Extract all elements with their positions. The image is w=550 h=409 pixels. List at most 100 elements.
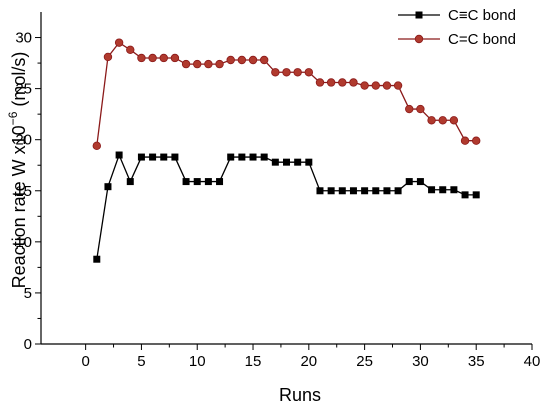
data-point: [126, 178, 134, 186]
x-tick-label: 10: [189, 353, 206, 370]
data-point: [93, 255, 101, 263]
data-point: [461, 191, 469, 199]
data-point: [103, 52, 113, 62]
data-point: [115, 151, 123, 159]
data-point: [326, 78, 336, 87]
data-point: [372, 187, 380, 195]
data-point: [416, 104, 425, 114]
data-point: [383, 187, 391, 195]
data-point: [237, 55, 247, 65]
data-point: [294, 158, 302, 166]
series-line: [96, 153, 477, 260]
data-point: [405, 104, 414, 114]
x-tick-label: 20: [300, 353, 317, 370]
data-point: [249, 153, 257, 161]
data-point: [472, 136, 481, 145]
y-tick-label: 15: [15, 183, 32, 200]
data-point: [360, 81, 369, 90]
data-point: [204, 178, 212, 186]
data-point: [315, 78, 325, 87]
x-tick-label: 15: [245, 353, 262, 370]
data-point: [405, 178, 413, 186]
legend-marker: [414, 34, 424, 44]
x-tick-label: 25: [356, 353, 373, 370]
data-point: [361, 187, 369, 195]
data-point: [216, 178, 224, 186]
data-point: [260, 153, 268, 161]
y-tick-label: 30: [15, 30, 32, 47]
x-tick-label: 0: [81, 353, 89, 370]
data-point: [104, 183, 112, 191]
y-tick-label: 25: [15, 81, 32, 98]
data-point: [305, 158, 313, 166]
data-point: [193, 178, 201, 186]
data-point: [193, 59, 202, 69]
legend-label: C≡C bond: [448, 7, 516, 24]
series-1: [93, 151, 480, 263]
data-point: [304, 68, 314, 77]
legend-item-1: C≡C bond: [398, 7, 516, 24]
data-point: [472, 191, 480, 199]
data-point: [238, 153, 246, 161]
data-point: [114, 38, 124, 47]
data-point: [450, 186, 458, 194]
data-point: [439, 186, 447, 194]
data-point: [160, 153, 168, 161]
data-point: [416, 178, 424, 186]
legend-item-2: C=C bond: [398, 31, 516, 48]
data-point: [259, 55, 269, 65]
y-tick-label: 0: [24, 336, 32, 353]
data-point: [349, 187, 357, 195]
data-point: [271, 158, 279, 166]
y-axis-label-prefix: Reaction rate W x10: [9, 125, 29, 288]
legend-marker: [415, 11, 423, 19]
series-2: [92, 38, 481, 151]
data-point: [171, 153, 179, 161]
data-point: [394, 187, 402, 195]
x-tick-label: 5: [137, 353, 145, 370]
data-point: [271, 68, 280, 77]
data-point: [92, 141, 101, 151]
legend-label: C=C bond: [448, 31, 516, 48]
data-point: [226, 55, 235, 65]
data-point: [449, 116, 459, 125]
data-point: [382, 81, 392, 90]
data-point: [137, 153, 145, 161]
data-point: [327, 187, 335, 195]
data-point: [182, 178, 190, 186]
x-axis-label: Runs: [279, 385, 321, 405]
data-point: [148, 53, 157, 63]
y-tick-label: 5: [24, 285, 32, 302]
data-point: [393, 81, 403, 90]
data-point: [338, 78, 347, 87]
y-axis-label-suffix: (mol/s): [9, 52, 29, 112]
data-point: [126, 45, 135, 54]
data-point: [215, 59, 224, 69]
data-point: [227, 153, 235, 161]
data-point: [349, 78, 358, 87]
data-point: [204, 59, 213, 69]
data-point: [137, 53, 146, 63]
data-point: [427, 116, 436, 125]
data-point: [248, 55, 258, 65]
data-point: [316, 187, 324, 195]
y-axis-label: Reaction rate W x10−6 (mol/s): [6, 52, 29, 289]
data-point: [170, 53, 180, 63]
legend: C≡C bond C=C bond: [398, 7, 516, 48]
data-point: [159, 53, 168, 63]
x-tick-label: 35: [468, 353, 485, 370]
data-point: [460, 136, 470, 145]
data-point: [293, 68, 302, 77]
y-tick-label: 20: [15, 132, 32, 149]
data-point: [428, 186, 436, 194]
data-point: [149, 153, 157, 161]
y-axis-label-exponent: −6: [6, 111, 20, 125]
data-point: [338, 187, 346, 195]
data-point: [438, 116, 447, 125]
y-tick-label: 10: [15, 234, 32, 251]
x-tick-label: 30: [412, 353, 429, 370]
data-point: [181, 59, 191, 69]
data-point: [283, 158, 290, 166]
data-point: [371, 81, 380, 90]
